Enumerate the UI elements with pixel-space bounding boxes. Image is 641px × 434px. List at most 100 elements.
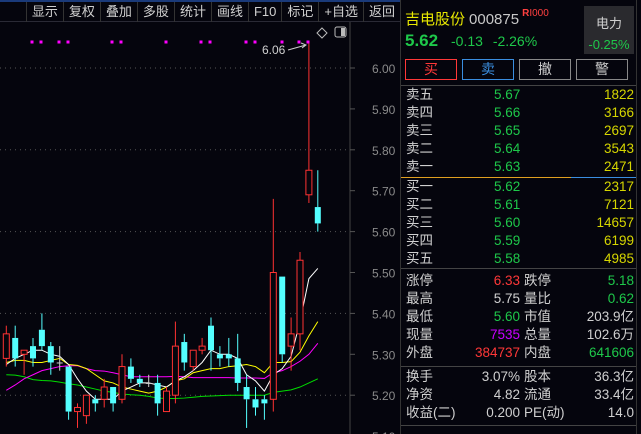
toolbar-button[interactable]: 统计: [173, 2, 211, 22]
finance-value: 3.07%: [481, 369, 520, 384]
ma5-line: [6, 268, 319, 400]
toolbar-button[interactable]: 显示: [25, 2, 63, 22]
ma10-line: [6, 321, 319, 394]
event-marker: [110, 40, 114, 44]
candle: [20, 349, 28, 355]
level-price: 5.63: [494, 159, 521, 174]
y-tick-label: 5.20: [372, 389, 396, 403]
candle: [296, 259, 304, 335]
candle: [136, 378, 143, 383]
ask-row: 卖四 5.66 3166: [401, 104, 637, 122]
finance-label: 流通: [524, 387, 551, 402]
finance-value: 14.0: [607, 405, 634, 420]
event-marker: [297, 40, 301, 44]
bid-row: 买四 5.59 6199: [401, 232, 637, 250]
y-tick-label: 5.40: [372, 307, 396, 321]
level-volume: 2697: [603, 123, 634, 138]
level-price: 5.61: [494, 197, 521, 212]
finance-stats: 换手 3.07% 股本 36.3亿 净资 4.82 流通 33.4亿 收益(二) 0.200 PE(…: [401, 368, 637, 422]
y-tick-label: 5.80: [372, 144, 396, 158]
stat-value: 6.33: [493, 273, 520, 288]
candle: [181, 342, 188, 363]
stat-label: 涨停: [406, 273, 433, 288]
candle: [189, 349, 197, 368]
level-volume: 3166: [603, 105, 634, 120]
event-marker: [208, 40, 212, 44]
level-label: 卖一: [406, 159, 433, 174]
y-tick-label: 5.10: [372, 430, 396, 434]
finance-value: 4.82: [493, 387, 520, 402]
finance-label: 收益(二): [406, 405, 456, 420]
candle: [82, 394, 90, 417]
event-marker: [199, 40, 203, 44]
sell-button[interactable]: 卖: [462, 59, 514, 80]
ask-row: 卖一 5.63 2471: [401, 158, 637, 176]
buy-button[interactable]: 买: [405, 59, 457, 80]
ma60-line: [6, 374, 319, 399]
candle: [208, 325, 214, 351]
event-marker: [253, 40, 257, 44]
cancel-button[interactable]: 撤: [519, 59, 571, 80]
sector-badge[interactable]: 电力 -0.25%: [584, 6, 634, 54]
diamond-icon: [316, 27, 328, 39]
stat-label: 跌停: [524, 273, 551, 288]
toolbar-button[interactable]: F10: [247, 2, 281, 22]
candle: [163, 390, 170, 413]
stat-value: 0.62: [607, 291, 634, 306]
toolbar-button[interactable]: 画线: [210, 2, 248, 22]
candle: [287, 333, 295, 347]
candle: [305, 169, 313, 196]
toolbar-button[interactable]: 多股: [136, 2, 174, 22]
stat-row: 涨停 6.33 跌停 5.18: [401, 272, 637, 290]
ma20-line: [6, 342, 319, 391]
level-volume: 6199: [603, 233, 634, 248]
event-marker: [164, 40, 168, 44]
change-percent: -2.26%: [492, 33, 538, 49]
bid-levels: 买一 5.62 2317 买二 5.61 7121 买三 5.60 14657 买四 5.59 619…: [401, 178, 637, 268]
candle: [127, 366, 134, 379]
finance-label: 换手: [406, 369, 433, 384]
level-price: 5.59: [494, 233, 521, 248]
finance-row: 换手 3.07% 股本 36.3亿: [401, 368, 637, 386]
stat-label: 总量: [524, 327, 551, 342]
candle: [38, 329, 45, 347]
stat-label: 最高: [406, 291, 433, 306]
margin-tag: RI000: [522, 8, 549, 19]
toolbar-button[interactable]: 返回: [362, 2, 400, 22]
candlestick-svg[interactable]: 6.00 5.90 5.80 5.70 5.60 5.50 5.40 5.30 5.20 5.10…: [0, 0, 400, 434]
bid-row: 买二 5.61 7121: [401, 196, 637, 214]
divider: [401, 366, 637, 367]
last-price: 5.62: [405, 31, 439, 50]
stat-label: 外盘: [406, 345, 433, 360]
level-label: 卖五: [406, 87, 433, 102]
candle: [100, 386, 108, 400]
stock-header: 吉电股份 000875 RI000: [405, 8, 549, 29]
level-label: 买二: [406, 197, 433, 212]
stat-label: 最低: [406, 309, 433, 324]
y-tick-label: 5.50: [372, 267, 396, 281]
toolbar-button[interactable]: 标记: [281, 2, 318, 22]
y-tick-label: 5.90: [372, 103, 396, 117]
alert-button[interactable]: 警: [576, 59, 628, 80]
toolbar-button[interactable]: 复权: [62, 2, 100, 22]
side-strip: [636, 0, 641, 434]
level-price: 5.64: [494, 141, 521, 156]
stat-label: 内盘: [524, 345, 551, 360]
finance-value: 0.200: [486, 405, 520, 420]
kline-chart[interactable]: 6.00 5.90 5.80 5.70 5.60 5.50 5.40 5.30 5.20 5.10…: [0, 22, 400, 434]
level-label: 买四: [406, 233, 433, 248]
level-price: 5.67: [494, 87, 521, 102]
price-change: -0.13 -2.26%: [451, 33, 537, 49]
toolbar-button[interactable]: 叠加: [99, 2, 137, 22]
panel-toggle-icon-fill: [341, 28, 345, 36]
candle: [74, 406, 81, 413]
candle: [198, 345, 206, 351]
level-price: 5.65: [494, 123, 521, 138]
stat-value: 384737: [474, 345, 520, 360]
event-marker: [30, 40, 34, 44]
candle: [216, 354, 223, 359]
candle: [145, 382, 152, 384]
level-label: 卖三: [406, 123, 433, 138]
toolbar-button[interactable]: +自选: [318, 2, 363, 22]
stat-row: 现量 7535 总量 102.6万: [401, 326, 637, 344]
